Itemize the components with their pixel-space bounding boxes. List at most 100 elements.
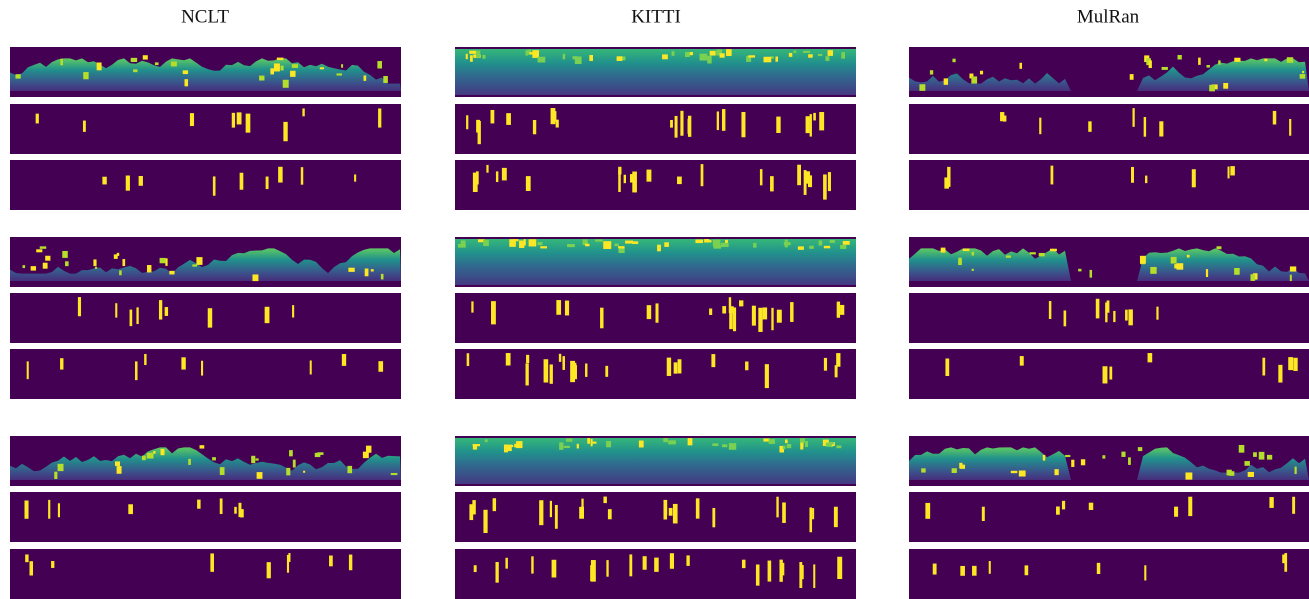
mask-segment bbox=[1188, 497, 1192, 516]
range-image bbox=[10, 237, 401, 287]
mask-segment bbox=[278, 167, 282, 183]
mask-segment bbox=[765, 364, 769, 388]
depth-detail bbox=[720, 53, 725, 57]
depth-detail bbox=[317, 452, 323, 455]
depth-detail bbox=[841, 52, 845, 58]
depth-detail bbox=[585, 244, 589, 247]
depth-detail bbox=[519, 241, 524, 248]
mask-segment bbox=[1288, 357, 1293, 370]
depth-detail bbox=[65, 261, 69, 266]
mask-segment bbox=[836, 353, 840, 367]
depth-detail bbox=[1295, 467, 1297, 474]
mask-segment bbox=[1262, 358, 1265, 376]
mask-segment bbox=[756, 565, 760, 586]
depth-detail bbox=[1019, 470, 1026, 476]
depth-detail bbox=[1078, 269, 1081, 272]
depth-detail bbox=[559, 442, 563, 449]
mask-segment bbox=[288, 553, 290, 562]
depth-detail bbox=[819, 240, 823, 245]
mask-segment bbox=[677, 177, 682, 185]
depth-detail bbox=[1054, 469, 1058, 475]
mask-segment bbox=[591, 560, 596, 582]
panel-background bbox=[10, 104, 401, 154]
mask-segment bbox=[237, 112, 242, 124]
depth-detail bbox=[707, 56, 711, 64]
depth-detail bbox=[722, 444, 727, 447]
depth-detail bbox=[798, 246, 804, 250]
mask-segment bbox=[680, 111, 683, 136]
depth-detail bbox=[1177, 55, 1181, 59]
depth-detail bbox=[1162, 67, 1168, 70]
depth-detail bbox=[958, 258, 962, 265]
depth-detail bbox=[971, 76, 977, 83]
mask-segment bbox=[506, 113, 511, 125]
mask-segment bbox=[240, 173, 244, 190]
depth-detail bbox=[212, 457, 216, 460]
depth-detail bbox=[54, 472, 57, 479]
depth-detail bbox=[800, 438, 805, 442]
mask-segment bbox=[1062, 501, 1065, 510]
range-image bbox=[909, 436, 1309, 486]
mask-segment bbox=[1278, 365, 1282, 383]
mask-segment bbox=[265, 307, 270, 323]
mask-segment bbox=[301, 167, 303, 185]
depth-detail bbox=[270, 68, 274, 74]
mask-segment bbox=[1156, 307, 1158, 320]
depth-detail bbox=[371, 269, 374, 271]
mask-segment bbox=[213, 176, 216, 195]
mask-segment bbox=[83, 121, 86, 132]
mask-segment bbox=[1284, 553, 1287, 572]
depth-detail bbox=[58, 464, 64, 471]
depth-detail bbox=[589, 55, 593, 61]
depth-detail bbox=[188, 459, 191, 465]
mask-segment bbox=[834, 507, 838, 527]
depth-detail bbox=[1185, 472, 1192, 479]
mask-segment bbox=[1144, 117, 1146, 137]
depth-detail bbox=[1234, 58, 1240, 62]
panel-background bbox=[10, 549, 401, 599]
depth-detail bbox=[220, 467, 225, 475]
depth-detail bbox=[785, 240, 788, 248]
mask-segment bbox=[1230, 166, 1235, 175]
mask-segment bbox=[570, 361, 575, 382]
depth-detail bbox=[364, 75, 367, 80]
depth-detail bbox=[200, 445, 205, 448]
depth-detail bbox=[1218, 60, 1220, 64]
depth-detail bbox=[256, 458, 259, 460]
panel-background bbox=[455, 492, 856, 542]
mask-segment bbox=[473, 173, 478, 192]
depth-detail bbox=[1187, 255, 1190, 258]
depth-detail bbox=[303, 471, 305, 473]
depth-detail bbox=[1287, 57, 1293, 63]
mask-segment bbox=[267, 562, 271, 578]
depth-detail bbox=[117, 466, 122, 474]
depth-detail bbox=[828, 50, 833, 56]
depth-detail bbox=[710, 51, 716, 56]
depth-detail bbox=[1206, 269, 1208, 277]
panel-background bbox=[10, 293, 401, 343]
depth-detail bbox=[1198, 58, 1201, 65]
mask-segment bbox=[972, 566, 977, 576]
mask-image bbox=[909, 160, 1309, 210]
mask-segment bbox=[1145, 176, 1147, 184]
depth-detail bbox=[1302, 71, 1304, 73]
depth-detail bbox=[383, 76, 388, 83]
depth-detail bbox=[153, 451, 155, 453]
mask-segment bbox=[806, 116, 810, 133]
depth-detail bbox=[575, 56, 582, 64]
panel-background bbox=[10, 492, 401, 542]
mask-segment bbox=[585, 363, 587, 376]
depth-detail bbox=[508, 445, 514, 447]
depth-detail bbox=[1290, 266, 1296, 271]
mask-segment bbox=[246, 114, 251, 133]
mask-segment bbox=[102, 177, 106, 185]
depth-detail bbox=[685, 52, 690, 57]
panel-background bbox=[455, 549, 856, 599]
mask-segment bbox=[1000, 112, 1004, 121]
depth-detail bbox=[1130, 74, 1134, 80]
depth-detail bbox=[347, 466, 352, 473]
depth-detail bbox=[259, 76, 264, 81]
depth-detail bbox=[787, 444, 792, 448]
mask-segment bbox=[1128, 309, 1132, 325]
mask-segment bbox=[126, 176, 130, 191]
